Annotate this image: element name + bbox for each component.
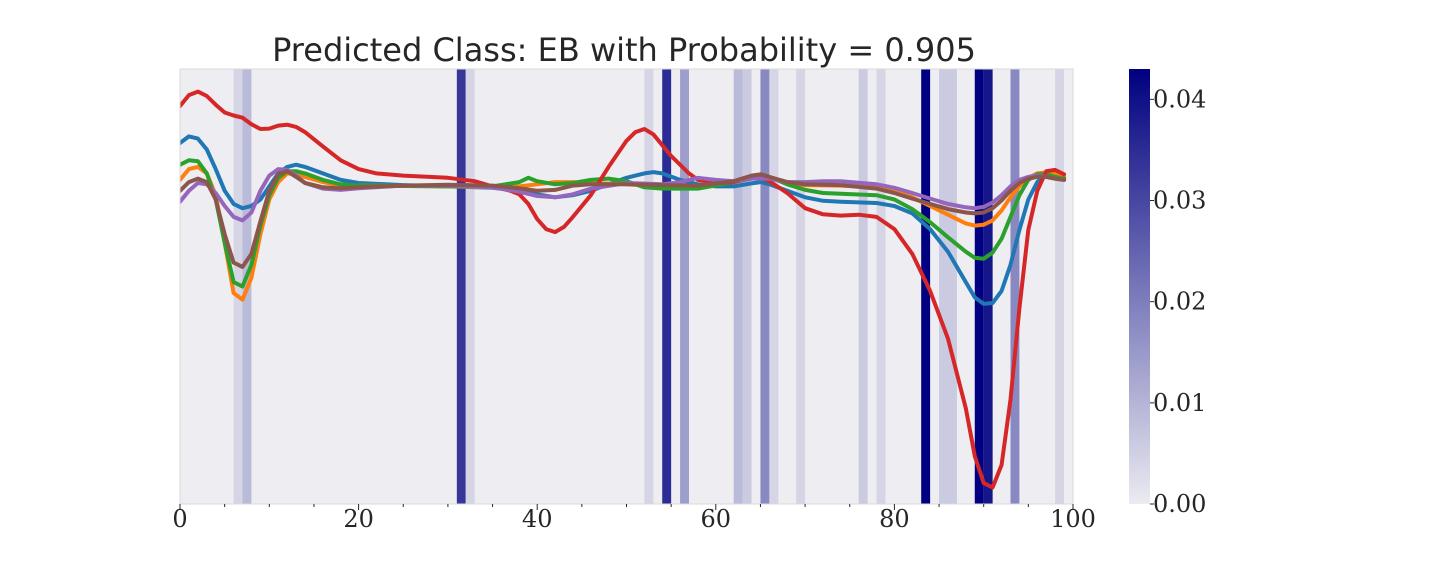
attention-band xyxy=(1055,69,1065,504)
attention-band xyxy=(742,69,752,504)
colorbar-tick-label: 0.02 xyxy=(1153,288,1206,316)
colorbar-tick-label: 0.03 xyxy=(1153,187,1206,215)
attention-band xyxy=(1010,69,1020,504)
attention-band xyxy=(858,69,868,504)
attention-band xyxy=(983,69,993,504)
attention-band xyxy=(662,69,672,504)
attention-band xyxy=(876,69,886,504)
attention-band xyxy=(644,69,654,504)
x-tick-label: 80 xyxy=(879,505,910,533)
x-tick-label: 0 xyxy=(172,505,187,533)
colorbar-tick-label: 0.00 xyxy=(1153,490,1206,518)
series-line-4 xyxy=(180,89,1067,490)
colorbar xyxy=(1129,69,1150,504)
x-tick-label: 40 xyxy=(522,505,553,533)
attention-band xyxy=(465,69,475,504)
attention-band xyxy=(947,69,957,504)
chart-title: Predicted Class: EB with Probability = 0… xyxy=(272,31,976,69)
series-line-6 xyxy=(180,169,1067,269)
attention-band xyxy=(769,69,779,504)
colorbar-ticks: 0.00 0.01 0.02 0.03 0.04 xyxy=(1150,85,1206,518)
series-lines xyxy=(180,89,1067,490)
attention-band xyxy=(939,69,948,504)
attention-band xyxy=(760,69,770,504)
attention-band xyxy=(456,69,466,504)
colorbar-tick-label: 0.04 xyxy=(1153,85,1206,113)
attention-band xyxy=(796,69,806,504)
x-tick-label: 100 xyxy=(1050,505,1096,533)
attention-band xyxy=(680,69,690,504)
attention-band xyxy=(921,69,931,504)
colorbar-tick-label: 0.01 xyxy=(1153,389,1206,417)
attention-band xyxy=(733,69,743,504)
x-tick-label: 20 xyxy=(343,505,374,533)
x-tick-label: 60 xyxy=(701,505,732,533)
series-line-1 xyxy=(180,134,1067,306)
x-axis: 0 20 40 60 80 100 xyxy=(172,504,1096,533)
attention-band xyxy=(974,69,984,504)
